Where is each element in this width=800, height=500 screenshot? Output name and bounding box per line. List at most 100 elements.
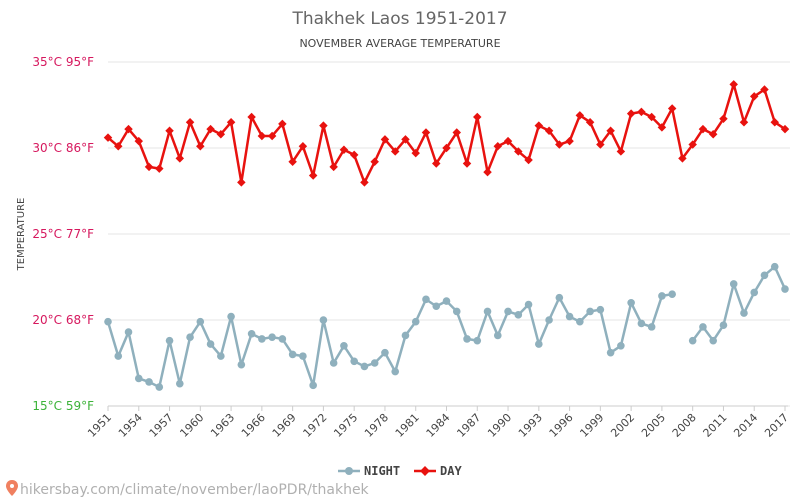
day-point[interactable] bbox=[185, 117, 195, 127]
night-point[interactable] bbox=[186, 333, 194, 342]
day-point[interactable] bbox=[165, 126, 174, 136]
night-point[interactable] bbox=[258, 335, 266, 343]
night-point[interactable] bbox=[196, 317, 205, 326]
day-point[interactable] bbox=[134, 136, 144, 146]
night-point[interactable] bbox=[381, 348, 389, 357]
day-point[interactable] bbox=[390, 147, 400, 156]
night-point[interactable] bbox=[422, 295, 430, 304]
day-point[interactable] bbox=[565, 136, 574, 146]
night-point[interactable] bbox=[596, 305, 605, 314]
night-point[interactable] bbox=[699, 323, 707, 331]
night-point[interactable] bbox=[288, 350, 297, 359]
night-point[interactable] bbox=[370, 359, 379, 367]
day-point[interactable] bbox=[421, 128, 431, 137]
day-point[interactable] bbox=[339, 145, 349, 154]
night-point[interactable] bbox=[401, 331, 410, 340]
night-point[interactable] bbox=[360, 362, 369, 371]
night-point[interactable] bbox=[104, 317, 112, 326]
night-point[interactable] bbox=[463, 335, 471, 343]
day-point[interactable] bbox=[103, 133, 113, 142]
night-point[interactable] bbox=[514, 311, 523, 319]
night-point[interactable] bbox=[483, 307, 492, 316]
day-point[interactable] bbox=[360, 178, 369, 187]
night-point[interactable] bbox=[617, 342, 625, 350]
night-point[interactable] bbox=[719, 321, 728, 329]
night-point[interactable] bbox=[155, 383, 164, 391]
night-point[interactable] bbox=[452, 307, 461, 316]
night-point[interactable] bbox=[606, 348, 615, 357]
night-point[interactable] bbox=[134, 374, 143, 383]
night-point[interactable] bbox=[781, 285, 789, 293]
day-point[interactable] bbox=[267, 131, 277, 141]
night-point[interactable] bbox=[535, 340, 543, 348]
day-point[interactable] bbox=[124, 124, 133, 134]
night-point[interactable] bbox=[309, 381, 317, 390]
day-point[interactable] bbox=[308, 171, 318, 180]
night-point[interactable] bbox=[432, 302, 441, 311]
day-point[interactable] bbox=[298, 142, 308, 151]
night-point[interactable] bbox=[760, 271, 769, 280]
night-point[interactable] bbox=[637, 319, 646, 328]
night-point[interactable] bbox=[729, 280, 738, 288]
day-point[interactable] bbox=[401, 135, 410, 144]
night-point[interactable] bbox=[165, 336, 174, 345]
footer-link[interactable]: hikersbay.com/climate/november/laoPDR/th… bbox=[6, 480, 370, 498]
night-point[interactable] bbox=[329, 359, 338, 367]
legend-item-day[interactable]: DAY bbox=[414, 464, 462, 478]
night-point[interactable] bbox=[658, 292, 666, 300]
day-point[interactable] bbox=[349, 150, 359, 160]
night-point[interactable] bbox=[391, 367, 400, 376]
night-point[interactable] bbox=[217, 352, 225, 360]
day-point[interactable] bbox=[442, 143, 451, 153]
night-point[interactable] bbox=[688, 336, 697, 345]
night-point[interactable] bbox=[576, 317, 584, 326]
day-point[interactable] bbox=[247, 112, 256, 122]
night-point[interactable] bbox=[627, 299, 635, 307]
day-point[interactable] bbox=[319, 121, 328, 130]
night-point[interactable] bbox=[750, 288, 759, 297]
day-point[interactable] bbox=[144, 162, 154, 172]
day-point[interactable] bbox=[114, 142, 123, 151]
night-point[interactable] bbox=[227, 312, 235, 321]
night-point[interactable] bbox=[668, 290, 676, 299]
day-point[interactable] bbox=[278, 119, 287, 129]
night-point[interactable] bbox=[206, 340, 215, 348]
day-point[interactable] bbox=[452, 128, 462, 137]
day-point[interactable] bbox=[175, 154, 185, 163]
night-point[interactable] bbox=[565, 312, 574, 321]
day-point[interactable] bbox=[226, 117, 236, 127]
night-point[interactable] bbox=[473, 336, 482, 345]
day-point[interactable] bbox=[739, 117, 749, 127]
day-point[interactable] bbox=[370, 157, 379, 167]
day-point[interactable] bbox=[257, 131, 267, 141]
night-point[interactable] bbox=[442, 297, 451, 305]
night-point[interactable] bbox=[247, 329, 256, 338]
day-point[interactable] bbox=[206, 124, 215, 134]
day-point[interactable] bbox=[237, 178, 246, 187]
night-point[interactable] bbox=[237, 360, 246, 369]
night-point[interactable] bbox=[545, 316, 553, 324]
day-point[interactable] bbox=[380, 135, 390, 144]
day-point[interactable] bbox=[196, 142, 205, 151]
day-point[interactable] bbox=[626, 109, 636, 118]
night-point[interactable] bbox=[268, 333, 276, 342]
night-point[interactable] bbox=[350, 357, 358, 366]
day-point[interactable] bbox=[431, 159, 441, 168]
night-point[interactable] bbox=[340, 342, 348, 350]
night-point[interactable] bbox=[145, 378, 153, 386]
day-point[interactable] bbox=[288, 157, 297, 167]
day-point[interactable] bbox=[155, 164, 164, 173]
day-point[interactable] bbox=[411, 148, 420, 158]
night-point[interactable] bbox=[740, 309, 748, 317]
night-point[interactable] bbox=[647, 323, 656, 331]
night-point[interactable] bbox=[299, 352, 307, 360]
night-point[interactable] bbox=[114, 352, 123, 360]
day-point[interactable] bbox=[729, 80, 738, 89]
night-point[interactable] bbox=[586, 307, 594, 316]
day-point[interactable] bbox=[329, 162, 338, 172]
night-point[interactable] bbox=[411, 317, 420, 326]
day-point[interactable] bbox=[493, 142, 503, 151]
day-point[interactable] bbox=[473, 112, 482, 122]
day-point[interactable] bbox=[483, 167, 492, 177]
night-point[interactable] bbox=[555, 293, 564, 302]
